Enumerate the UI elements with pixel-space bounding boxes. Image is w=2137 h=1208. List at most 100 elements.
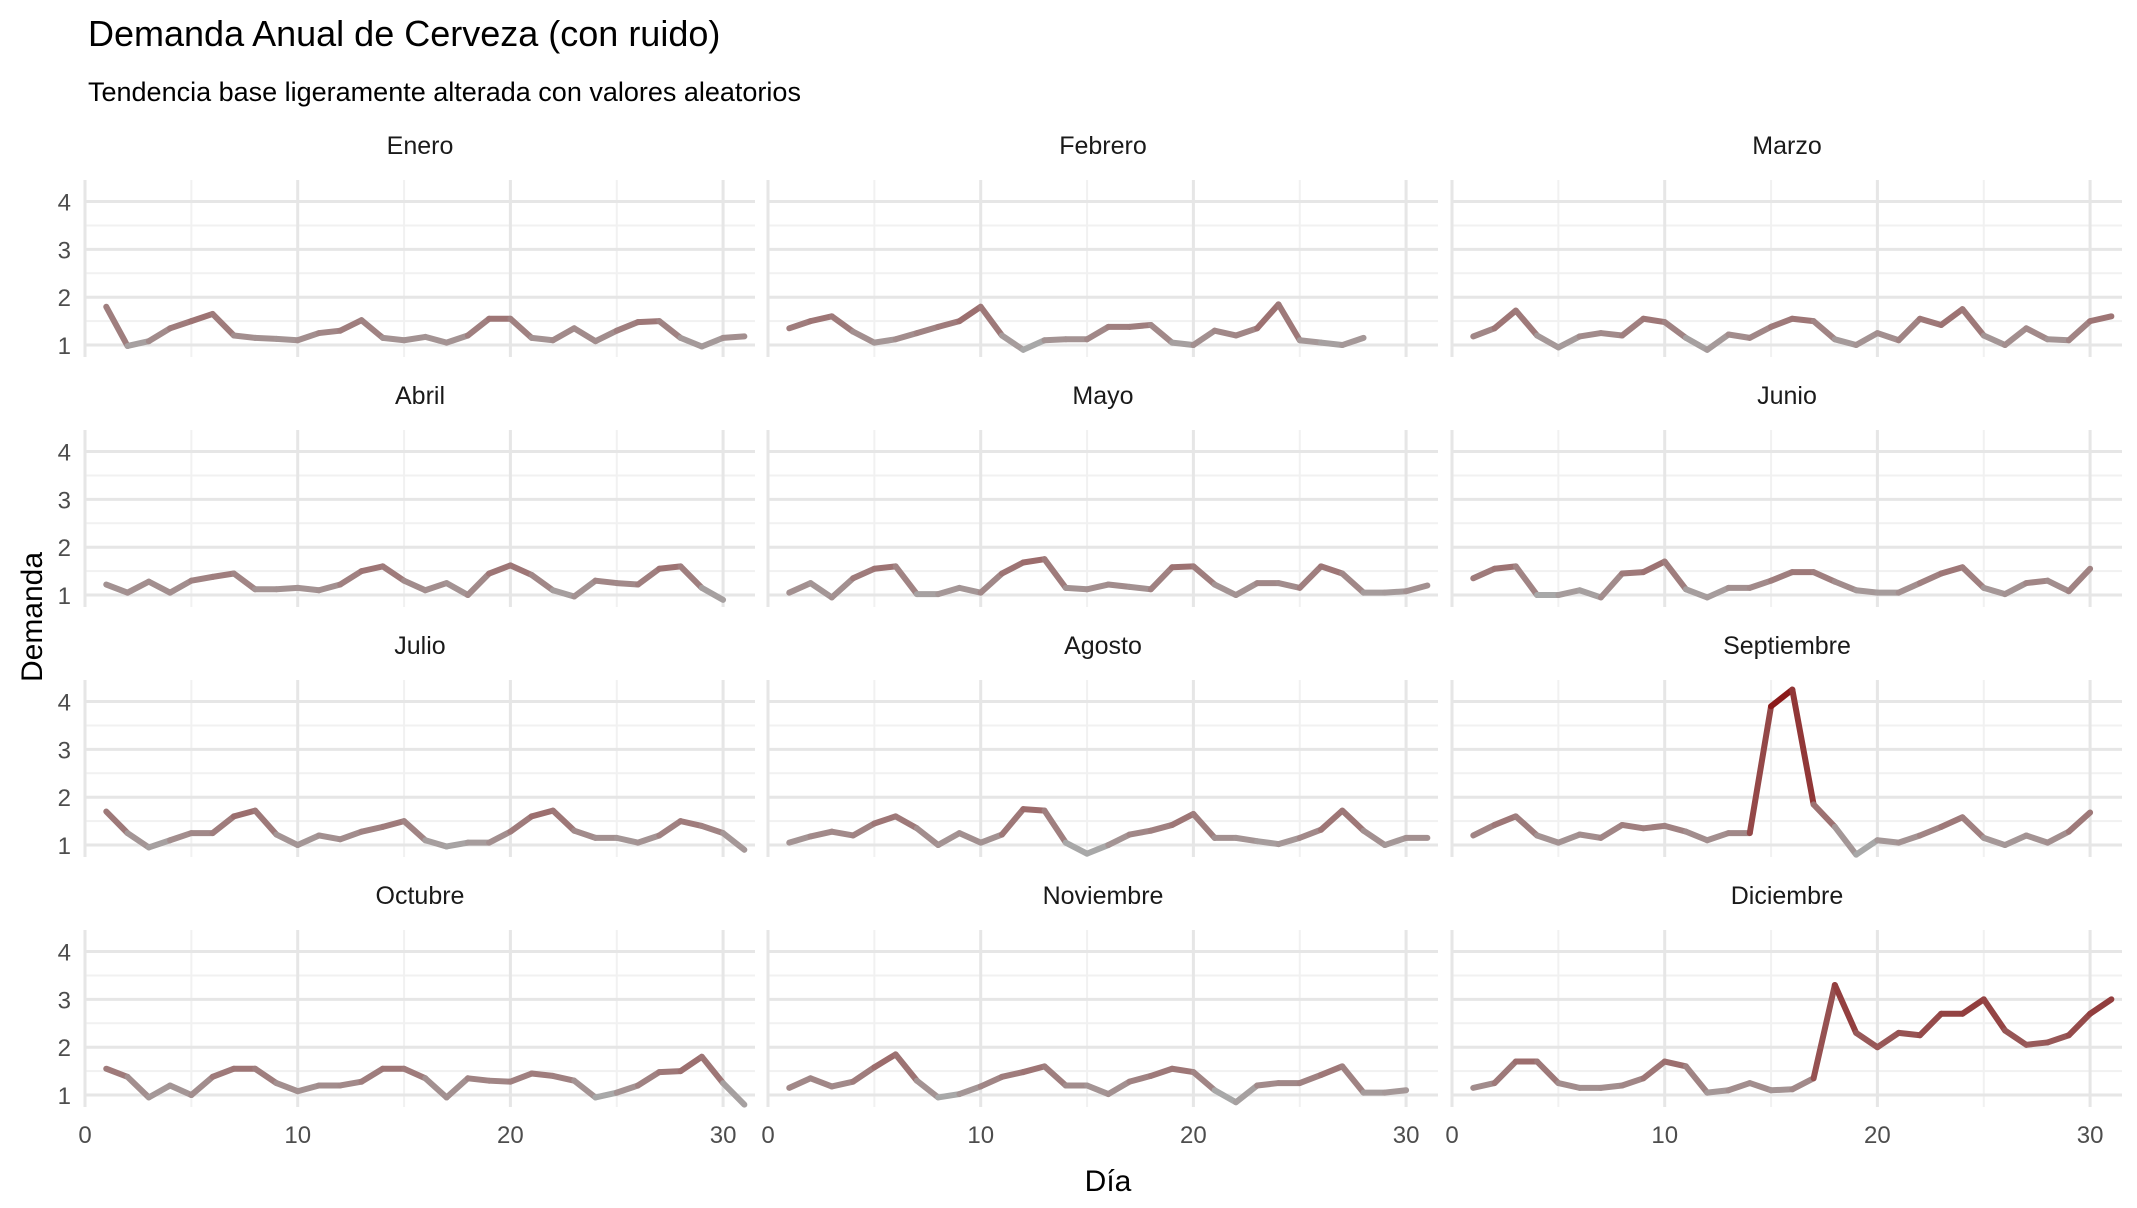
series-line-segment — [103, 808, 131, 837]
series-line-segment — [188, 310, 216, 325]
x-tick-label: 30 — [2077, 1122, 2104, 1149]
series-line-segment — [698, 334, 727, 350]
series-line-segment — [1381, 1087, 1410, 1096]
facet-strip-label: Julio — [394, 632, 445, 660]
series-line-segment — [1084, 1082, 1112, 1098]
series-line-segment — [464, 1075, 493, 1084]
series-line-segment — [1916, 1010, 1945, 1039]
series-line-segment — [1959, 306, 1987, 339]
x-tick-label: 30 — [1393, 1122, 1420, 1149]
series-line-segment — [871, 813, 899, 827]
series-line-segment — [1661, 1058, 1689, 1070]
series-line-segment — [1190, 563, 1218, 588]
series-line-segment — [1640, 822, 1668, 832]
series-line-segment — [1211, 327, 1239, 339]
series-line-segment — [571, 577, 599, 600]
series-line-segment — [1147, 1065, 1176, 1079]
series-line-segment — [1555, 333, 1583, 351]
series-line-segment — [592, 327, 620, 345]
series-line-segment — [1020, 806, 1048, 814]
series-line-segment — [252, 1065, 280, 1087]
series-line-segment — [1211, 581, 1239, 599]
series-line-segment — [635, 565, 663, 588]
series-line-segment — [1296, 337, 1325, 346]
series-line-segment — [401, 818, 429, 844]
series-line-segment — [273, 335, 301, 344]
series-line-segment — [1916, 315, 1945, 328]
series-line-segment — [1339, 1063, 1367, 1096]
series-line-segment — [786, 833, 814, 846]
series-line-segment — [2002, 580, 2030, 598]
series-line-segment — [1062, 584, 1091, 593]
series-line-segment — [935, 318, 963, 330]
x-tick-label: 20 — [1180, 1122, 1207, 1149]
series-line-segment — [935, 584, 963, 598]
series-line-segment — [379, 334, 408, 344]
series-line-segment — [1810, 318, 1838, 343]
series-line-segment — [1746, 703, 1775, 837]
series-line-segment — [892, 330, 920, 343]
series-line-segment — [892, 563, 920, 598]
series-line-segment — [1789, 1075, 1817, 1093]
series-line-segment — [1682, 334, 1711, 353]
series-line-segment — [401, 577, 429, 594]
series-line-segment — [124, 338, 152, 349]
series-line-segment — [677, 563, 705, 591]
series-line-segment — [124, 830, 152, 851]
series-line-segment — [1470, 821, 1498, 839]
series-line-segment — [103, 581, 131, 596]
series-line-segment — [1360, 827, 1388, 849]
series-line-segment — [1169, 810, 1197, 828]
series-line-segment — [252, 334, 280, 342]
series-line-segment — [1190, 327, 1218, 349]
series-line-segment — [2023, 577, 2051, 587]
series-line-segment — [1938, 306, 1966, 328]
series-line-segment — [1768, 1086, 1796, 1094]
series-line-segment — [1725, 1080, 1753, 1094]
y-tick-label: 1 — [58, 833, 71, 860]
series-line-segment — [1105, 1078, 1133, 1098]
series-line-segment — [677, 1053, 705, 1075]
series-line-segment — [2044, 577, 2072, 595]
y-tick-label: 1 — [58, 333, 71, 360]
x-tick-label: 10 — [967, 1122, 994, 1149]
series-line-segment — [1147, 321, 1176, 346]
series-line-segment — [422, 333, 450, 346]
series-line-segment — [1619, 1075, 1647, 1089]
series-line-segment — [1746, 323, 1775, 341]
x-tick-label: 10 — [284, 1122, 311, 1149]
facet-strip-label: Abril — [395, 382, 445, 410]
series-line-segment — [1339, 807, 1367, 834]
series-line-segment — [1041, 556, 1069, 591]
series-line-segment — [1640, 1058, 1668, 1082]
series-line-segment — [998, 332, 1027, 353]
series-line-segment — [2044, 828, 2072, 846]
facet-strip-label: Noviembre — [1043, 882, 1164, 910]
series-line-segment — [443, 580, 471, 599]
series-line-segment — [422, 837, 450, 850]
series-line-segment — [913, 825, 942, 849]
facet-strip-label: Septiembre — [1723, 632, 1851, 660]
series-line-segment — [807, 313, 835, 325]
series-line-segment — [1555, 831, 1583, 846]
series-line-segment — [677, 334, 705, 350]
series-line-segment — [935, 1091, 963, 1101]
series-line-segment — [167, 830, 195, 844]
series-line-segment — [635, 318, 663, 326]
series-line-segment — [1853, 1029, 1881, 1051]
facet-strip-label: Agosto — [1064, 632, 1142, 660]
series-line-segment — [1938, 814, 1966, 830]
y-tick-label: 3 — [58, 487, 71, 514]
series-line-segment — [358, 563, 386, 575]
series-line-segment — [145, 1082, 174, 1101]
series-line-segment — [1916, 570, 1945, 587]
facet-panel: Septiembre — [1450, 632, 2122, 858]
series-line-segment — [124, 578, 152, 596]
series-line-segment — [913, 323, 942, 337]
facet-panel: Enero 1 2 3 4 — [58, 132, 755, 360]
series-line-segment — [613, 1082, 642, 1096]
series-line-segment — [507, 315, 535, 341]
series-line-segment — [1041, 336, 1069, 344]
series-line-segment — [1789, 686, 1817, 808]
